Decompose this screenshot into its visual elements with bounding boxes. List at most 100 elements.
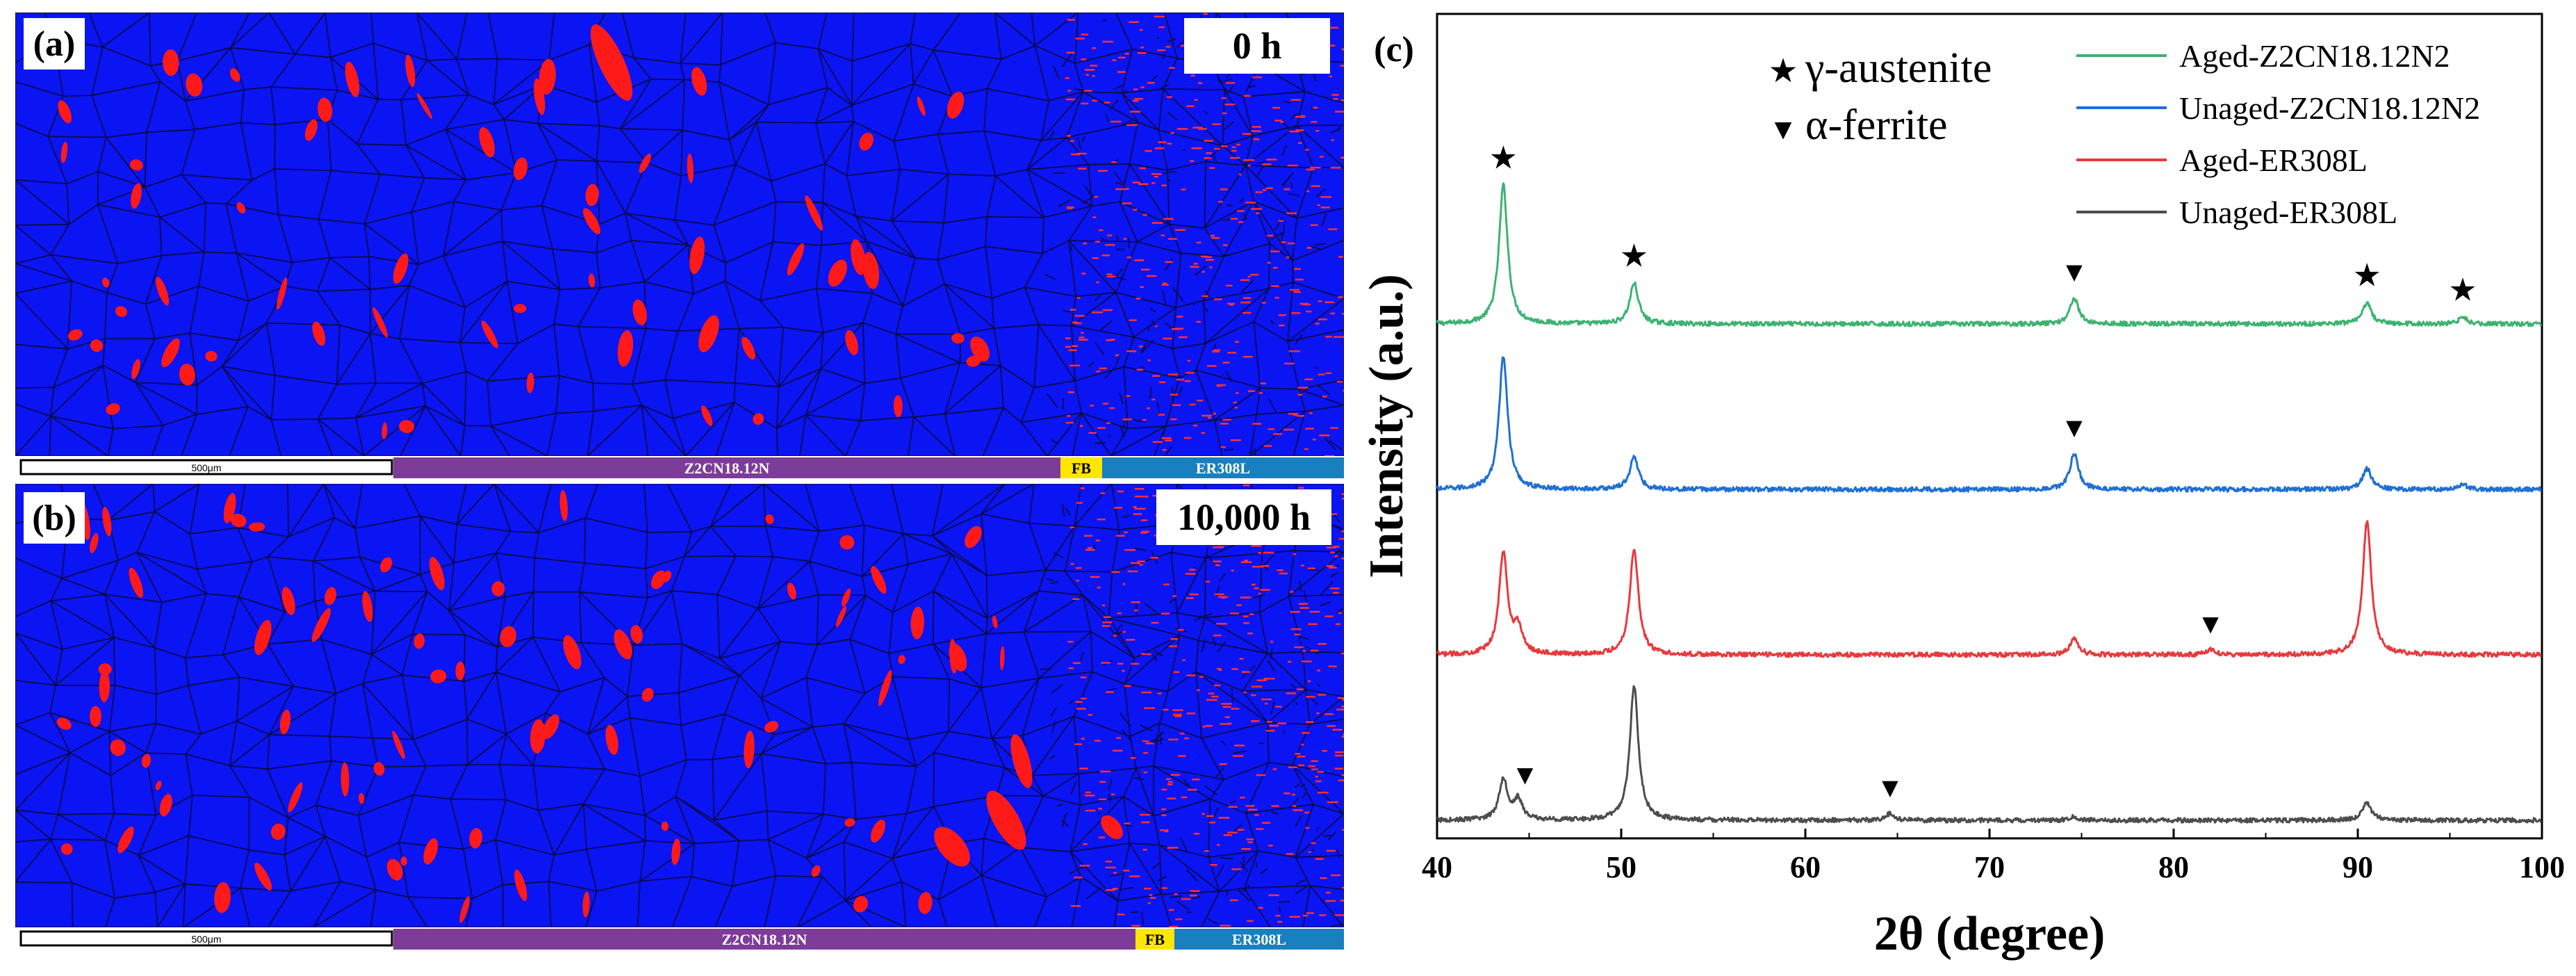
weld-ferrite-dash (1106, 691, 1114, 693)
weld-ferrite-dash (1103, 402, 1108, 405)
weld-ferrite-dash (1330, 551, 1335, 553)
weld-ferrite-dash (1067, 415, 1071, 417)
ferrite-particle (249, 522, 265, 532)
weld-ferrite-dash (1181, 898, 1191, 900)
weld-ferrite-dash (1318, 373, 1325, 375)
weld-ferrite-dash (1284, 362, 1295, 365)
weld-ferrite-dash (1233, 755, 1244, 757)
weld-ferrite-dash (1189, 569, 1196, 571)
weld-ferrite-dash (1136, 368, 1144, 371)
weld-ferrite-dash (1214, 147, 1220, 150)
weld-ferrite-dash (1158, 141, 1167, 143)
ferrite-particle (186, 73, 203, 97)
weld-ferrite-dash (1331, 94, 1339, 96)
weld-ferrite-dash (1099, 798, 1107, 801)
weld-ferrite-dash (1279, 324, 1285, 327)
weld-ferrite-dash (1072, 345, 1078, 347)
weld-ferrite-dash (1286, 853, 1294, 855)
weld-ferrite-dash (1081, 332, 1084, 334)
weld-ferrite-dash (1258, 552, 1262, 554)
panel-a-label-box (24, 18, 85, 70)
weld-ferrite-dash (1105, 866, 1116, 869)
weld-ferrite-dash (1311, 842, 1316, 845)
ferrite-peak-marker: ▼ (2060, 257, 2088, 287)
weld-ferrite-dash (1065, 98, 1076, 101)
weld-ferrite-dash (1331, 139, 1334, 141)
weld-ferrite-dash (1258, 392, 1263, 394)
weld-ferrite-dash (1085, 69, 1095, 71)
weld-ferrite-dash (1133, 513, 1142, 515)
weld-ferrite-dash (1201, 414, 1213, 417)
weld-ferrite-dash (1083, 90, 1092, 92)
weld-ferrite-dash (1220, 446, 1226, 448)
weld-ferrite-dash (1165, 778, 1171, 781)
scale-bar-b: 500μm Z2CN18.12N FB ER308L (15, 927, 1344, 951)
weld-ferrite-dash (1133, 506, 1137, 508)
weld-ferrite-dash (1221, 703, 1232, 705)
weld-ferrite-dash (1104, 101, 1110, 104)
weld-ferrite-dash (1268, 894, 1279, 897)
weld-ferrite-dash (1228, 806, 1238, 808)
weld-ferrite-dash (1341, 774, 1344, 776)
weld-ferrite-dash (1193, 424, 1197, 427)
weld-ferrite-dash (1203, 13, 1208, 15)
weld-ferrite-dash (1152, 375, 1160, 377)
weld-ferrite-dash (1263, 445, 1272, 447)
ferrite-particle (753, 413, 764, 425)
scale-bar-a: 500μm Z2CN18.12N FB ER308L (15, 456, 1344, 480)
ferrite-particle (459, 896, 470, 923)
weld-ferrite-dash (1133, 609, 1138, 612)
weld-ferrite-dash (1277, 722, 1287, 724)
weld-ferrite-dash (1092, 257, 1099, 259)
weld-ferrite-dash (1133, 209, 1138, 211)
ferrite-particle (373, 762, 385, 776)
weld-ferrite-dash (1288, 350, 1300, 352)
weld-ferrite-dash (1065, 77, 1069, 79)
weld-ferrite-dash (1309, 412, 1313, 414)
weld-ferrite-dash (1288, 164, 1298, 167)
weld-ferrite-dash (1151, 182, 1156, 184)
weld-ferrite-dash (1256, 774, 1266, 776)
weld-ferrite-dash (1135, 496, 1146, 498)
weld-ferrite-dash (1304, 378, 1313, 380)
weld-ferrite-dash (1098, 836, 1106, 838)
ferrite-grain-large (1010, 734, 1033, 788)
weld-ferrite-dash (1172, 709, 1183, 711)
weld-ferrite-dash (1266, 234, 1273, 237)
weld-ferrite-dash (1090, 65, 1098, 67)
weld-ferrite-dash (1165, 46, 1171, 48)
weld-ferrite-dash (1186, 597, 1194, 599)
weld-ferrite-dash (1081, 102, 1089, 105)
ferrite-phase-b (56, 484, 1344, 927)
weld-ferrite-dash (1124, 548, 1135, 551)
ebsd-map-a: (a) 0 h (15, 13, 1344, 456)
weld-ferrite-dash (1207, 365, 1217, 367)
weld-ferrite-dash (1140, 532, 1147, 534)
x-tick-label: 100 (2519, 850, 2565, 884)
weld-ferrite-dash (1158, 414, 1165, 416)
weld-ferrite-dash (1340, 65, 1344, 67)
weld-ferrite-dash (1222, 112, 1227, 115)
ferrite-particle (141, 754, 151, 768)
weld-ferrite-dash (1124, 685, 1131, 687)
weld-ferrite-dash (1312, 439, 1316, 441)
weld-ferrite-dash (1112, 888, 1116, 890)
panel-a-time: 0 h (1233, 25, 1282, 67)
weld-ferrite-dash (1252, 76, 1262, 79)
ferrite-particle (639, 153, 651, 173)
ferrite-particle (99, 671, 110, 703)
ferrite-particle (828, 259, 847, 287)
weld-ferrite-dash (1167, 238, 1177, 240)
weld-ferrite-dash (1238, 221, 1243, 223)
weld-ferrite-dash (1302, 660, 1312, 662)
x-tick-label: 40 (1422, 850, 1452, 884)
ferrite-particle (393, 253, 409, 284)
weld-ferrite-dash (1172, 328, 1181, 330)
weld-ferrite-dash (1325, 336, 1332, 338)
weld-ferrite-dash (1223, 834, 1232, 836)
weld-ferrite-dash (1157, 692, 1162, 694)
weld-ferrite-dash (1230, 218, 1238, 220)
weld-ferrite-dash (1101, 254, 1110, 257)
weld-ferrite-dash (1222, 706, 1231, 708)
weld-ferrite-dash (1236, 143, 1240, 146)
